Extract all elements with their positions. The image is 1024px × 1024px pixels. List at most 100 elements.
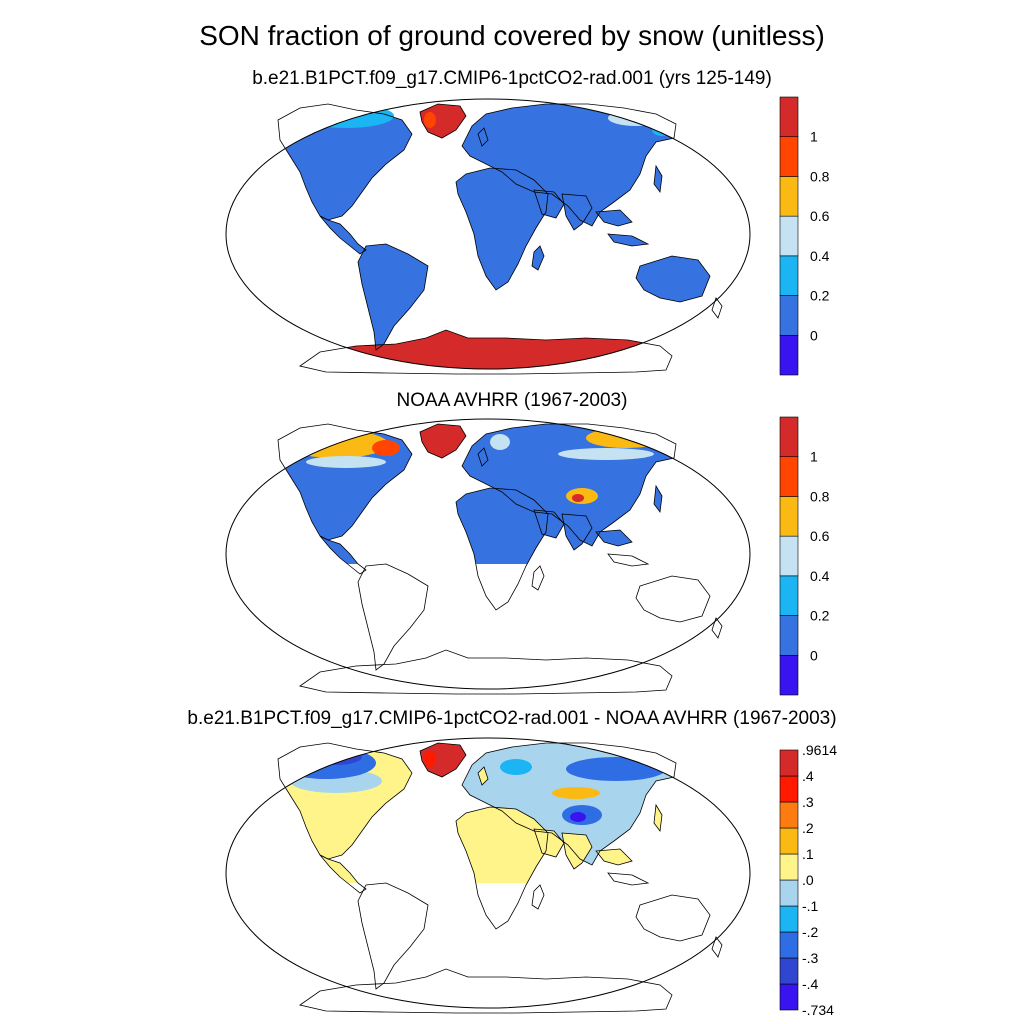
panel-2-colorbar-box [779,575,799,616]
panel-3-samerica-coast [357,882,429,990]
panel-1-australia-fill [636,256,710,302]
panel-2-antarctica-coast [299,649,673,695]
panel-1-colorbar-box [779,215,799,257]
panel-1-colorbar-box [779,334,799,376]
panel-2-madagascar-coast [531,565,545,591]
panel-1-colorbar-tick: 0.2 [810,288,830,304]
panel-3-australia-coast [635,894,711,942]
panel-1-india-fill [562,194,592,230]
panel-2-colorbar: 0 0.2 0.4 0.6 0.8 1 [779,416,830,696]
panel-3-colorbar-box [779,827,799,855]
panel-3-colorbar-box [779,983,799,1011]
panel-1-map [225,98,751,375]
panel-1-madagascar-coast [531,245,545,271]
panel-1-namerica-coast [277,103,413,221]
panel-2-siberia-band [558,448,654,460]
panel-3-india-fill [562,833,592,869]
panel-2-camerica-coast [319,535,367,575]
panel-1-japan-fill [654,166,662,192]
panel-3-colorbar-tick: .9614 [802,742,837,758]
panel-1-colorbar-box [779,295,799,336]
panel-2-title: NOAA AVHRR (1967-2003) [396,390,628,411]
panel-1-indonesia-fill [608,234,648,246]
panel-2-colorbar-tick: 0.2 [810,608,830,624]
panel-2-colorbar-box [779,615,799,656]
panel-2-tibet-core [572,494,584,502]
panel-1-australia-coast [635,255,711,303]
panel-1-greenland-coast [424,112,436,128]
panel-3-camerica-coast [319,854,367,894]
panel-3-colorbar-tick: .0 [802,872,814,888]
panel-2-colorbar-tick: 0.8 [810,488,830,504]
panel-2-colorbar-box [779,416,799,458]
panel-1-siberia-n [608,110,664,126]
panel-3-colorbar-box [779,775,799,803]
panel-2-colorbar-tick: 0.4 [810,568,830,584]
panel-3-map [225,737,751,1014]
panel-2-japan-fill [654,486,662,512]
panel-3-japan-fill [654,805,662,831]
panel-2-seasia-coast [595,529,633,547]
panel-1-colorbar-box [779,96,799,138]
panel-2-colorbar-box [779,496,799,537]
panel-2-japan-coast [653,484,663,514]
panel-2-greenland-coast [419,423,467,459]
panel-3-colorbar-tick: .4 [802,768,814,784]
main-title: SON fraction of ground covered by snow (… [199,20,825,51]
panel-3-map-border [225,737,751,1009]
panel-3-colorbar-tick: -.4 [802,976,819,992]
panel-3-africa-fill [456,807,548,883]
panel-1-colorbar-box [779,176,799,217]
panel-2-arabia-coast [533,509,565,539]
panel-1-antarctica-coast [299,329,673,375]
panel-1-indonesia-coast [607,233,650,247]
panel-1-colorbar-tick: 0.8 [810,168,830,184]
panel-3-colorbar-tick: .2 [802,820,814,836]
panel-1-colorbar: 0 0.2 0.4 0.6 0.8 1 [779,96,830,376]
panel-3-colorbar-tick: -.3 [802,950,819,966]
panel-1-seasia-coast [595,209,633,227]
panel-2-nz-coast [711,617,723,639]
panel-2-colorbar-box [779,535,799,577]
panel-2-colorbar-box [779,456,799,497]
panel-1-samerica-coast [357,243,429,351]
panel-3-siberia-neg [566,757,666,781]
panel-2-map-border [225,418,751,690]
panel-3-japan-coast [653,803,663,833]
panel-2-africa-coast [455,487,549,611]
panel-2-scandinavia [490,434,510,450]
panel-3-nz-coast [711,936,723,958]
panel-3-indonesia-coast [607,872,650,886]
panel-1-eurasia-coast [461,103,677,227]
panel-3-colorbar: -.734 -.4 -.3 -.2 -.1 .0 .1 .2 .3 .4 .9614 [779,742,837,1018]
panel-2-india-coast [561,513,593,551]
panel-2-colorbar-tick: 1 [810,449,818,465]
panel-1-madagascar-fill [532,246,544,270]
panel-1-colorbar-tick: 1 [810,129,818,145]
panel-2-canada-band [306,456,386,468]
panel-3-asia-warm [552,787,600,799]
panel-3-madagascar-coast [531,884,545,910]
panel-1-map-border [225,98,751,370]
panel-3-title: b.e21.B1PCT.f09_g17.CMIP6-1pctCO2-rad.00… [187,708,837,729]
panel-1-colorbar-tick: 0.6 [810,208,830,224]
panel-1-arabia-coast [533,189,565,219]
panel-1-camerica-coast [319,215,367,255]
panel-1-africa-fill [456,168,548,290]
panel-1-japan-coast [653,164,663,194]
panel-3-antarctica-coast [299,968,673,1014]
panel-3-india-coast [561,832,593,870]
panel-1-nz-coast [711,297,723,319]
panel-2-eurasia-coast [461,423,677,547]
panel-1-africa-coast [455,167,549,291]
panel-3-colorbar-box [779,931,799,959]
panel-2-africa-fill [456,488,548,564]
panel-3-tibet-strong [570,812,586,822]
panel-1-uk-coast [477,127,489,147]
panel-3-colorbar-tick: -.1 [802,898,819,914]
panel-3-greenland-coast [419,742,467,778]
panel-1-colorbar-box [779,136,799,177]
panel-3-colorbar-tick: -.734 [802,1002,834,1018]
panel-1-colorbar-tick: 0.4 [810,248,830,264]
panel-3-colorbar-box [779,853,799,881]
